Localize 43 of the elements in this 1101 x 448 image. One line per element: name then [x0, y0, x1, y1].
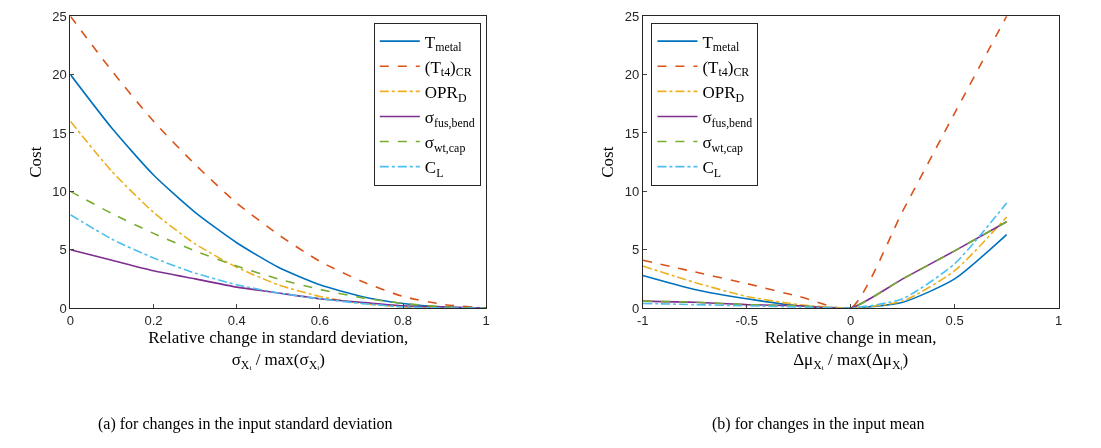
- y-tick-label: 20: [52, 67, 67, 83]
- y-tick-label: 15: [52, 125, 67, 141]
- legend-label: T$_{metal}$: [424, 32, 463, 55]
- x-tick-label: -1: [637, 312, 649, 328]
- text: (a) for changes in the input standard deviation: [98, 415, 393, 433]
- y-tick-label: 0: [631, 300, 640, 316]
- x-axis-title: Relative change in mean, Δμ$_{Xᵢ}$ / max(Δμ$_{Xᵢ}$): [764, 328, 937, 372]
- x-tick-label: 0.8: [394, 312, 413, 328]
- y-tick-label: 10: [52, 183, 67, 199]
- legend-label: σ$_{wt,cap}$: [424, 133, 466, 155]
- line-series: [70, 16, 487, 309]
- y-tick-label: 10: [624, 183, 640, 199]
- legend-label: OPR$_{D}$: [702, 82, 745, 105]
- x-tick-label: 1: [1054, 312, 1063, 328]
- x-tick-label: 0: [847, 312, 855, 328]
- x-axis-title: Relative change in standard deviation, σ$_{Xᵢ}$ / max(σ$_{Xᵢ}$): [148, 328, 409, 372]
- legend-label: σ$_{fus,bend}$: [424, 108, 475, 130]
- x-tick-label: 1: [482, 312, 490, 328]
- line-series: [642, 16, 1008, 309]
- legend-label: σ$_{fus,bend}$: [702, 108, 753, 130]
- legend-label: C$_{L}$: [424, 158, 444, 180]
- y-tick-label: 5: [631, 242, 640, 258]
- x-tick-label: 0.4: [227, 312, 246, 328]
- legend-label: (T$_{t4}$)$_{CR}$: [702, 57, 750, 80]
- x-tick-label: -0.5: [735, 312, 758, 328]
- y-tick-label: 20: [624, 67, 640, 83]
- legend-label: OPR$_{D}$: [424, 82, 467, 105]
- x-tick-label: 0.6: [310, 312, 329, 328]
- legend-label: (T$_{t4}$)$_{CR}$: [424, 57, 472, 80]
- y-axis-title: Cost: [598, 146, 618, 178]
- x-tick-label: 0.2: [144, 312, 163, 328]
- y-axis-title: Cost: [25, 146, 45, 178]
- y-tick-label: 25: [624, 8, 640, 24]
- legend-label: C$_{L}$: [702, 158, 722, 180]
- line-series: [70, 190, 487, 309]
- y-tick-label: 25: [52, 8, 67, 24]
- y-tick-label: 15: [624, 125, 640, 141]
- legend-label: σ$_{wt,cap}$: [702, 133, 744, 155]
- legend-label: T$_{metal}$: [702, 32, 740, 55]
- text: (b) for changes in the input mean: [712, 415, 925, 433]
- y-tick-label: 0: [59, 300, 67, 316]
- y-tick-label: 5: [59, 242, 67, 258]
- x-tick-label: 0.5: [945, 312, 964, 328]
